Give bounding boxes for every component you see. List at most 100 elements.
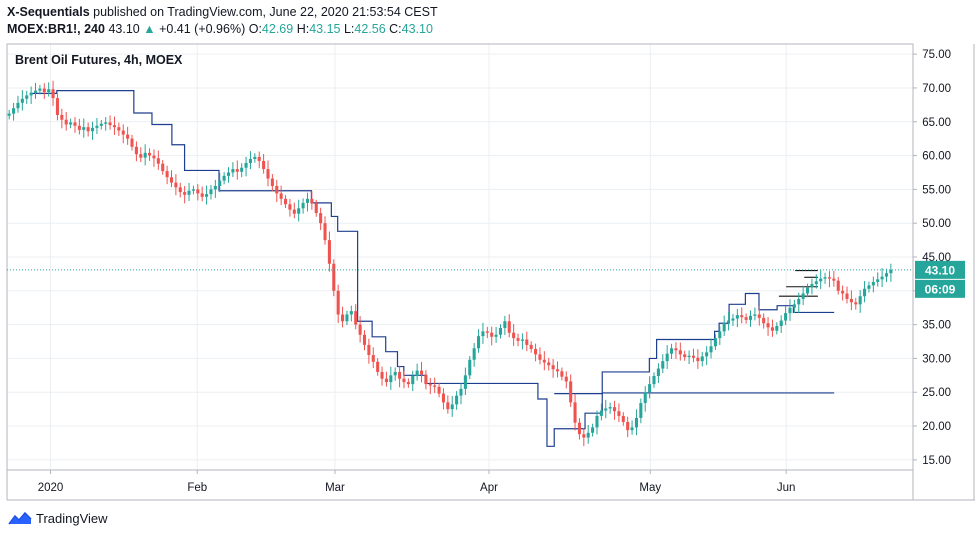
candle-body [797,298,801,305]
candle-body [819,278,823,282]
candle-body [235,169,239,172]
candle-body [33,90,38,93]
candle-body [91,127,95,132]
candle-body [437,386,441,394]
time-tick-label: Feb [187,482,207,494]
axes: 15.0020.0025.0030.0035.0040.0045.0050.00… [6,43,975,501]
candle-body [722,322,726,332]
price-tick-label: 70.00 [922,83,951,95]
candle-body [867,285,871,289]
tradingview-logo-icon[interactable] [8,510,32,526]
chart-header: X-Sequentials published on TradingView.c… [7,4,438,38]
candle-body [266,169,270,179]
candle-body [731,318,735,321]
last-price: 43.10 [108,22,140,36]
candle-body [213,186,217,190]
candle-body [51,89,55,99]
candle-body [472,348,476,360]
candle-body [656,368,660,377]
last-price-label: 43.10 [925,263,955,277]
candle-body [551,365,555,370]
candle-body [555,369,560,372]
candle-body [841,290,845,294]
candle-body [481,331,485,337]
candle-body [411,376,415,385]
candle-body [393,371,397,376]
candle-body [384,378,388,383]
close-label: C: [389,22,402,36]
candle-body [705,352,709,357]
candle-body [82,127,86,130]
candle-body [757,314,761,318]
symbol-label: MOEX:BR1!, 240 [7,22,105,36]
candle-body [297,208,301,214]
candle-body [599,410,603,416]
candle-body [648,384,652,393]
candle-body [332,263,336,291]
candle-body [595,415,599,428]
candle-body [108,122,112,126]
candle-body [560,371,564,377]
time-tick-label: Mar [325,482,345,494]
candle-body [810,284,814,288]
candle-body [661,361,665,369]
candle-body [455,395,459,405]
candle-body [20,98,24,103]
candle-body [367,344,371,356]
upper-step-line [32,90,835,447]
candle-body [762,317,766,324]
candle-body [64,119,68,125]
candle-body [345,314,349,322]
change-arrow-icon: ▲ [143,22,156,36]
candle-body [126,134,130,139]
low-label: L: [343,22,355,36]
time-tick-label: May [639,482,661,494]
high-value: 43.15 [309,22,341,36]
candle-body [766,323,770,328]
candle-body [775,325,779,331]
candle-body [525,339,529,345]
candle-body [222,175,226,181]
candle-body [827,277,831,279]
footer: TradingView [8,510,108,526]
candle-body [314,203,318,214]
candle-body [621,415,625,422]
candle-body [538,354,542,360]
candle-body [494,334,498,337]
candle-body [854,302,858,305]
candle-body [735,315,739,319]
publisher-name[interactable]: X-Sequentials [7,5,90,19]
candle-body [477,336,481,349]
candle-body [419,370,424,375]
candle-body [626,421,630,431]
candle-body [564,376,568,382]
tradingview-brand[interactable]: TradingView [36,510,108,526]
candle-body [871,282,875,286]
candle-body [823,277,827,279]
candle-body [696,357,700,362]
candle-body [12,108,16,114]
candle-body [468,359,472,376]
close-value: 43.10 [401,22,433,36]
candle-body [187,190,191,195]
candle-body [801,293,805,299]
candle-body [748,315,753,320]
candle-body [253,156,257,159]
candle-body [577,422,581,435]
candle-body [788,307,792,314]
time-tick-label: Jun [777,482,796,494]
candle-body [42,88,46,93]
price-tick-label: 60.00 [922,151,951,163]
candle-body [709,346,713,353]
price-tick-label: 30.00 [922,353,951,365]
price-change: +0.41 (+0.96%) [159,22,246,36]
candle-body [858,296,862,305]
open-label: O: [248,22,262,36]
candle-body [389,375,393,383]
candle-body [284,198,288,205]
price-tick-label: 15.00 [922,455,951,467]
candle-body [148,152,152,156]
time-tick-label: Apr [480,482,498,494]
candle-body [196,189,200,194]
